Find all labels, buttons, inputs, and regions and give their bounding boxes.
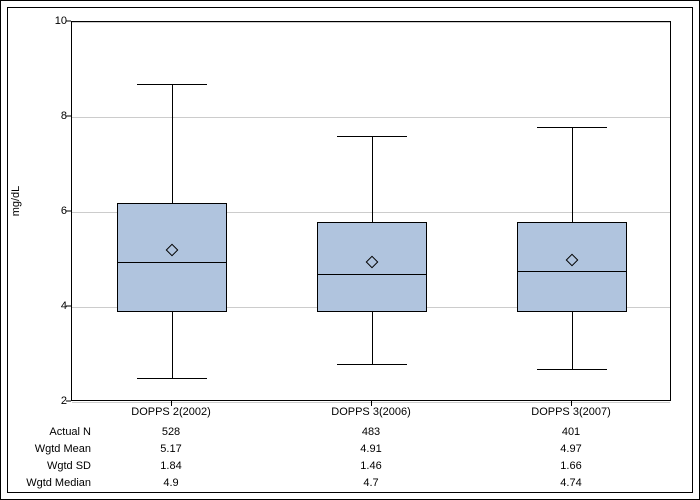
xtick-label: DOPPS 3(2007) — [531, 406, 610, 418]
ytick-label: 4 — [37, 300, 67, 312]
stat-value: 483 — [362, 426, 380, 438]
plot-area — [71, 21, 671, 401]
stat-value: 4.97 — [560, 443, 581, 455]
ytick-label: 2 — [37, 395, 67, 407]
stat-value: 4.9 — [163, 477, 178, 489]
gridline — [72, 22, 670, 23]
y-axis-label: mg/dL — [10, 186, 22, 217]
stat-value: 1.84 — [160, 460, 181, 472]
stat-value: 401 — [562, 426, 580, 438]
whisker-upper — [372, 136, 373, 222]
stat-value: 4.74 — [560, 477, 581, 489]
chart-container: mg/dL 2 4 6 8 10 DOPPS 2(2002) DOPPS 3(2006) DO… — [0, 0, 700, 500]
whisker-upper — [172, 84, 173, 203]
whisker-cap-high — [537, 127, 607, 128]
box — [117, 203, 227, 312]
whisker-cap-low — [337, 364, 407, 365]
whisker-cap-high — [337, 136, 407, 137]
ytick-label: 6 — [37, 205, 67, 217]
xtick-label: DOPPS 2(2002) — [131, 406, 210, 418]
whisker-lower — [572, 312, 573, 369]
whisker-upper — [572, 127, 573, 222]
xtick-label: DOPPS 3(2006) — [331, 406, 410, 418]
median-line — [117, 262, 227, 263]
ytick-label: 8 — [37, 110, 67, 122]
stat-row-label: Wgtd Median — [21, 477, 91, 489]
stat-row-label: Wgtd SD — [21, 460, 91, 472]
stat-value: 4.91 — [360, 443, 381, 455]
stat-value: 528 — [162, 426, 180, 438]
gridline — [72, 117, 670, 118]
whisker-lower — [172, 312, 173, 379]
whisker-cap-low — [137, 378, 207, 379]
ytick-label: 10 — [37, 15, 67, 27]
stat-value: 1.46 — [360, 460, 381, 472]
stat-row-label: Wgtd Mean — [21, 443, 91, 455]
median-line — [317, 274, 427, 275]
stat-row-label: Actual N — [21, 426, 91, 438]
stat-value: 5.17 — [160, 443, 181, 455]
stat-value: 4.7 — [363, 477, 378, 489]
stat-value: 1.66 — [560, 460, 581, 472]
whisker-cap-low — [537, 369, 607, 370]
box — [517, 222, 627, 312]
median-line — [517, 271, 627, 272]
whisker-cap-high — [137, 84, 207, 85]
whisker-lower — [372, 312, 373, 364]
